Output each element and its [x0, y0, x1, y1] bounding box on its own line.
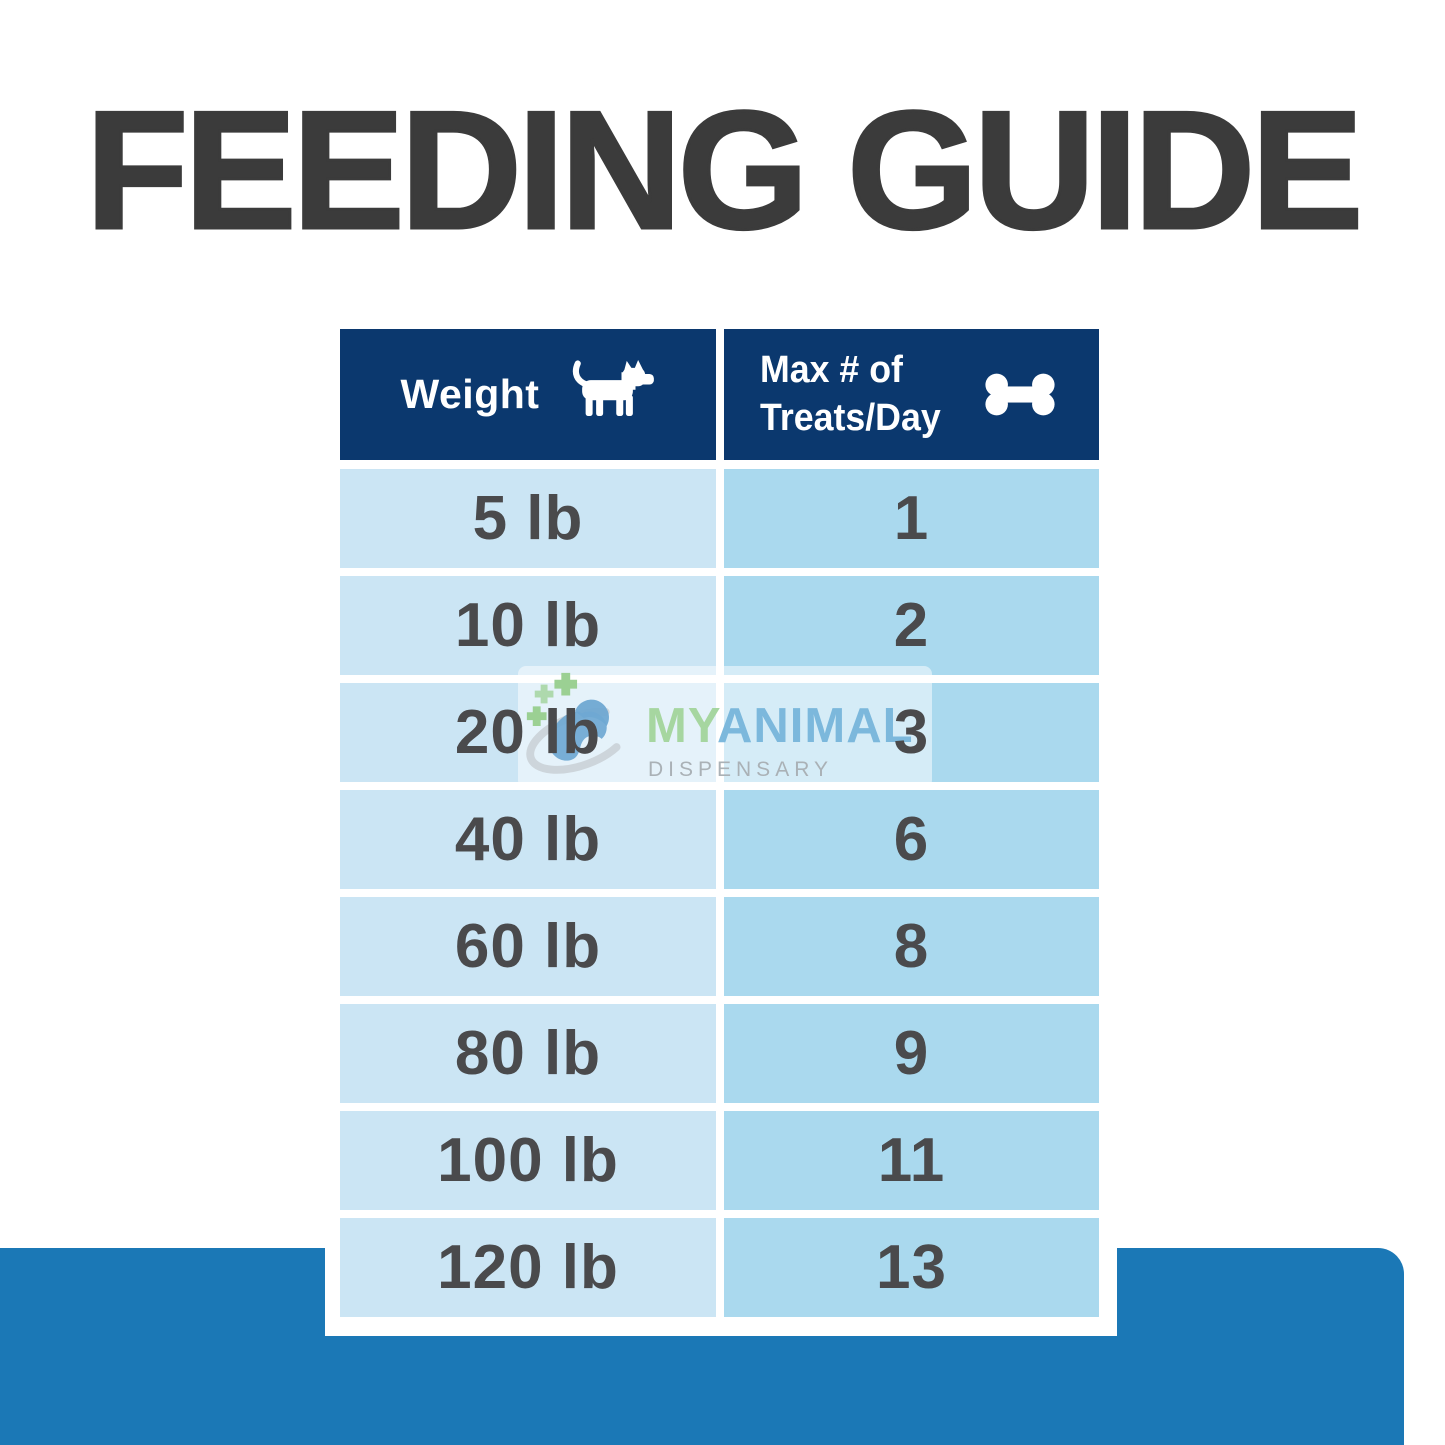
treats-cell: 13 [724, 1218, 1099, 1317]
weight-value: 60 lb [454, 912, 602, 981]
table-row: 80 lb 9 [340, 1004, 1099, 1103]
weight-cell: 40 lb [340, 790, 716, 889]
weight-value: 20 lb [454, 698, 602, 767]
treats-cell: 1 [724, 469, 1099, 568]
treats-value: 13 [876, 1233, 947, 1302]
weight-cell: 80 lb [340, 1004, 716, 1103]
bone-icon [985, 373, 1055, 416]
table-row: 40 lb 6 [340, 790, 1099, 889]
watermark-text: MYANIMAL DISPENSARY [646, 666, 914, 788]
treats-header-line2: Treats/Day [760, 396, 941, 439]
table-row: 60 lb 8 [340, 897, 1099, 996]
treats-cell: 9 [724, 1004, 1099, 1103]
weight-cell: 5 lb [340, 469, 716, 568]
weight-value: 120 lb [437, 1233, 619, 1302]
table-row: 100 lb 11 [340, 1111, 1099, 1210]
weight-value: 40 lb [454, 805, 602, 874]
weight-value: 10 lb [454, 591, 602, 660]
treats-value: 1 [893, 484, 930, 553]
weight-cell: 120 lb [340, 1218, 716, 1317]
treats-value: 11 [877, 1126, 946, 1195]
dog-head-crosses-logo [526, 672, 632, 774]
treats-value: 2 [893, 591, 930, 660]
table-row: 120 lb 13 [340, 1218, 1099, 1317]
weight-column-header: Weight [340, 329, 716, 460]
dog-icon [573, 359, 655, 416]
treats-header-line1: Max # of [760, 348, 903, 391]
watermark: MYANIMAL DISPENSARY [518, 666, 932, 788]
weight-header-label: Weight [400, 371, 540, 417]
weight-cell: 60 lb [340, 897, 716, 996]
treats-value: 3 [893, 698, 930, 767]
weight-value: 100 lb [437, 1126, 619, 1195]
treats-cell: 2 [724, 576, 1099, 675]
watermark-subtitle: DISPENSARY [648, 758, 833, 781]
treats-column-header: Max # of Treats/Day [724, 329, 1099, 460]
table-header-row: Weight Max # of [340, 329, 1099, 460]
table-row: 10 lb 2 [340, 576, 1099, 675]
treats-cell: 6 [724, 790, 1099, 889]
weight-value: 80 lb [454, 1019, 602, 1088]
feeding-table: Weight Max # of [340, 329, 1099, 1325]
watermark-brand: MYANIMAL [646, 702, 914, 751]
watermark-brand-my: MY [646, 699, 718, 753]
treats-value: 6 [893, 805, 930, 874]
treats-header-label: Max # of Treats/Day [760, 347, 941, 443]
treats-value: 9 [893, 1019, 930, 1088]
treats-value: 8 [893, 912, 930, 981]
table-row: 5 lb 1 [340, 469, 1099, 568]
treats-cell: 8 [724, 897, 1099, 996]
treats-cell: 11 [724, 1111, 1099, 1210]
weight-cell: 10 lb [340, 576, 716, 675]
watermark-brand-animal: ANIMAL [717, 699, 914, 753]
weight-cell: 100 lb [340, 1111, 716, 1210]
weight-value: 5 lb [472, 484, 584, 553]
page-title: FEEDING GUIDE [84, 76, 1364, 264]
